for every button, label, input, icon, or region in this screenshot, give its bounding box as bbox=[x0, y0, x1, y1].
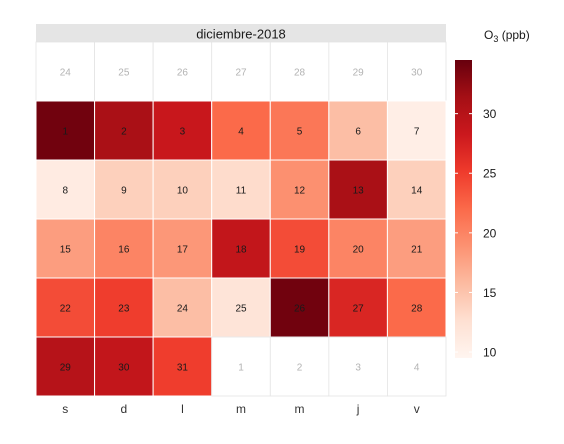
weekday-label: l bbox=[181, 402, 184, 416]
panel-title: diciembre-2018 bbox=[196, 27, 286, 42]
day-label: 24 bbox=[60, 68, 72, 79]
day-label: 4 bbox=[238, 127, 244, 138]
day-label: 12 bbox=[294, 186, 306, 197]
out-of-month-cell bbox=[35, 41, 95, 102]
day-label: 22 bbox=[60, 304, 72, 315]
day-label: 20 bbox=[353, 245, 365, 256]
day-label: 17 bbox=[177, 245, 189, 256]
day-cell bbox=[35, 100, 96, 161]
day-label: 25 bbox=[118, 68, 130, 79]
day-label: 1 bbox=[62, 127, 68, 138]
panel-strip bbox=[36, 24, 446, 42]
day-cell bbox=[152, 218, 213, 279]
day-cell bbox=[94, 336, 154, 397]
day-label: 13 bbox=[353, 186, 365, 197]
day-label: 14 bbox=[411, 186, 423, 197]
day-cell bbox=[386, 218, 447, 279]
day-label: 18 bbox=[235, 245, 247, 256]
out-of-month-cell bbox=[328, 336, 388, 397]
day-label: 24 bbox=[177, 304, 189, 315]
legend-tick-label: 10 bbox=[483, 346, 497, 360]
day-label: 27 bbox=[353, 304, 365, 315]
day-cell bbox=[328, 159, 388, 220]
day-cell bbox=[211, 159, 271, 220]
day-cell bbox=[94, 159, 154, 220]
day-cell bbox=[211, 218, 271, 279]
day-label: 25 bbox=[235, 304, 247, 315]
day-cell bbox=[269, 100, 330, 161]
day-label: 7 bbox=[414, 127, 420, 138]
day-label: 19 bbox=[294, 245, 306, 256]
legend-tick-label: 20 bbox=[483, 226, 497, 240]
day-cell bbox=[386, 277, 447, 338]
day-label: 30 bbox=[118, 363, 130, 374]
day-cell bbox=[35, 218, 96, 279]
day-cell bbox=[94, 100, 154, 161]
day-cell bbox=[328, 277, 388, 338]
day-label: 29 bbox=[60, 363, 72, 374]
day-cell bbox=[152, 159, 213, 220]
legend-ticks: 10 15 20 25 30 bbox=[455, 107, 497, 360]
day-label: 16 bbox=[118, 245, 130, 256]
day-label: 26 bbox=[294, 304, 306, 315]
out-of-month-cell bbox=[387, 41, 447, 102]
day-label: 4 bbox=[414, 363, 420, 374]
day-cell bbox=[35, 159, 96, 220]
day-label: 28 bbox=[411, 304, 423, 315]
weekday-label: j bbox=[356, 402, 360, 416]
legend-tick-label: 30 bbox=[483, 107, 497, 121]
weekday-label: d bbox=[121, 402, 128, 416]
day-cell bbox=[35, 277, 96, 338]
legend-tick-label: 25 bbox=[483, 167, 497, 181]
day-cell bbox=[211, 100, 271, 161]
day-label: 26 bbox=[177, 68, 189, 79]
day-label: 3 bbox=[180, 127, 186, 138]
day-label: 30 bbox=[411, 68, 423, 79]
day-label: 8 bbox=[62, 186, 68, 197]
day-label: 10 bbox=[177, 186, 189, 197]
legend-title-main: O bbox=[484, 28, 493, 42]
day-cell bbox=[152, 336, 213, 397]
day-label: 2 bbox=[297, 363, 303, 374]
day-label: 27 bbox=[235, 68, 247, 79]
day-label: 28 bbox=[294, 68, 306, 79]
day-label: 2 bbox=[121, 127, 127, 138]
day-label: 15 bbox=[60, 245, 72, 256]
legend-title-sub: 3 bbox=[493, 34, 498, 44]
day-cell bbox=[152, 100, 213, 161]
day-cell bbox=[386, 159, 447, 220]
day-label: 29 bbox=[353, 68, 365, 79]
out-of-month-cell bbox=[269, 336, 330, 397]
day-label: 3 bbox=[355, 363, 361, 374]
out-of-month-cell bbox=[387, 336, 447, 397]
legend-tick-label: 15 bbox=[483, 286, 497, 300]
day-label: 9 bbox=[121, 186, 127, 197]
legend-title-unit: (ppb) bbox=[498, 28, 529, 42]
legend-title: O3 (ppb) bbox=[484, 28, 530, 44]
day-label: 5 bbox=[297, 127, 303, 138]
out-of-month-cell bbox=[211, 336, 271, 397]
day-cell bbox=[269, 277, 330, 338]
day-cell bbox=[211, 277, 271, 338]
day-cell bbox=[386, 100, 447, 161]
day-label: 21 bbox=[411, 245, 423, 256]
day-cell bbox=[269, 218, 330, 279]
day-label: 23 bbox=[118, 304, 130, 315]
day-label: 11 bbox=[236, 186, 247, 197]
day-cell bbox=[152, 277, 213, 338]
day-cell bbox=[94, 218, 154, 279]
weekday-label: m bbox=[295, 402, 305, 416]
day-label: 1 bbox=[238, 363, 244, 374]
day-cell bbox=[328, 218, 388, 279]
weekday-label: m bbox=[236, 402, 246, 416]
legend-colorbar bbox=[455, 60, 472, 358]
day-label: 6 bbox=[355, 127, 361, 138]
day-cell bbox=[269, 159, 330, 220]
day-label: 31 bbox=[177, 363, 189, 374]
weekday-label: v bbox=[414, 402, 420, 416]
weekday-label: s bbox=[62, 402, 68, 416]
